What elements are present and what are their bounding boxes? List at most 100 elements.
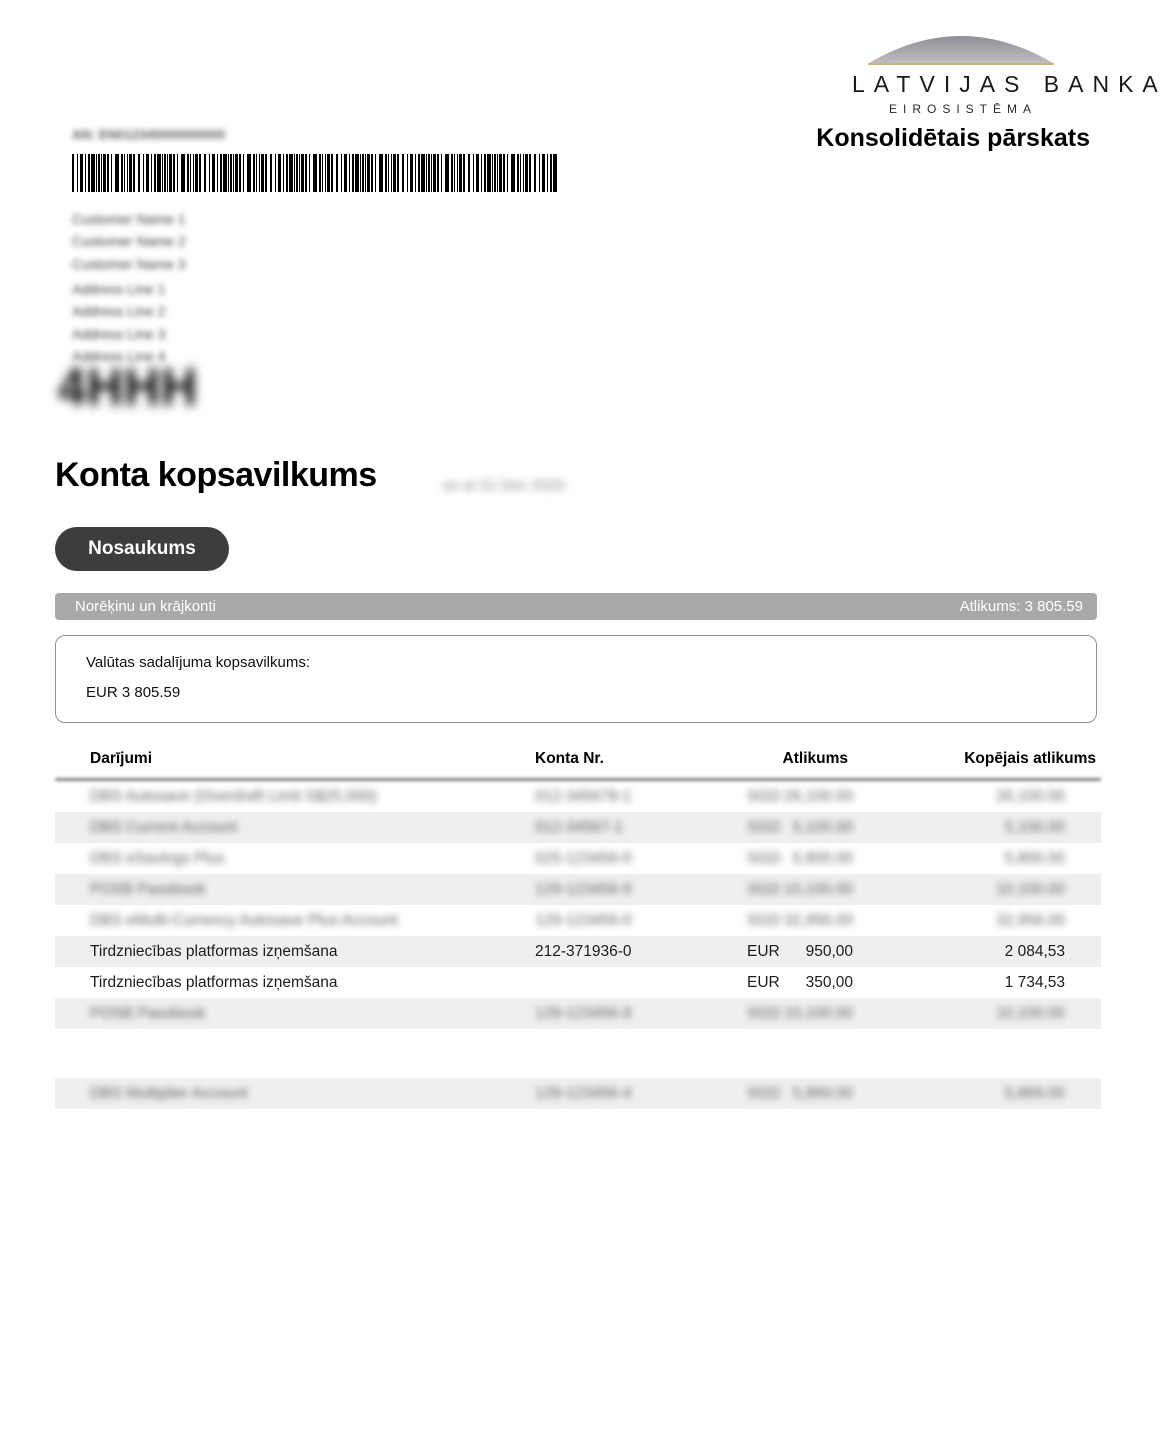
cell-amount: 32,956.00 [784,911,853,929]
address-line: Address Line 3 [72,325,166,342]
bank-subtitle: EIROSISTĒMA [888,102,1037,116]
cell-darijumi: POSB Passbook [90,1004,206,1022]
customer-address-redacted: Address Line 1 Address Line 2 Address Li… [72,278,165,368]
cell-atlikums: EUR 950,00 [730,943,865,961]
table-row: DBS eSavings Plus 025-123456-0 SGD 5,800.00… [55,843,1101,874]
cell-currency: SGD [747,1004,781,1022]
cell-kopejais: 1 734,53 [1004,973,1065,991]
cell-darijumi: POSB Passbook [90,880,206,898]
customer-name-line: Customer Name 2 [72,233,186,250]
col-header-atlikums: Atlikums [782,750,848,767]
cell-darijumi: DBS Current Account [90,818,238,836]
cell-darijumi: DBS eSavings Plus [90,849,225,867]
as-of-date-redacted: as at 31 Dec 2020 [443,477,565,494]
accounts-group-bar: Norēķinu un krājkonti Atlikums: 3 805.59 [55,593,1097,620]
cell-kopejais: 32,956.00 [996,911,1065,929]
table-row: Tirdzniecības platformas izņemšana EUR 350… [55,967,1101,998]
cell-kopejais: 5,100.00 [1004,818,1065,836]
cell-atlikums: SGD 10,100.00 [730,1005,865,1023]
address-line: Address Line 2 [72,303,166,320]
table-row: POSB Passbook 129-123456-9 SGD 10,100.00 10,… [55,874,1101,905]
cell-amount: 950,00 [805,942,853,960]
table-spacer [55,1029,1101,1078]
table-row: DBS Autosave (Overdraft Limit S$25,000) 0… [55,781,1101,812]
cell-kopejais: 26,100.00 [996,787,1065,805]
cell-kopejais: 10,100.00 [996,880,1065,898]
cell-konta-nr: 129-123456-4 [535,1084,632,1102]
cell-atlikums: SGD 5,800.00 [730,850,865,868]
cell-konta-nr: 129-123456-0 [535,911,632,929]
cell-amount: 26,100.00 [784,787,853,805]
accounts-group-balance: Atlikums: 3 805.59 [959,598,1083,615]
cell-konta-nr: 012-345678-1 [535,787,632,805]
cell-currency: SGD [747,849,781,867]
statement-id-redacted: AN: EN012345000000000 [72,127,226,142]
cell-atlikums: SGD 32,956.00 [730,912,865,930]
cell-konta-nr: 025-123456-0 [535,849,632,867]
col-header-darijumi: Darījumi [90,750,153,767]
cell-kopejais: 2 084,53 [1004,942,1065,960]
dome-icon [869,36,1053,63]
col-header-konta-nr: Konta Nr. [535,750,604,767]
cell-konta-nr: 129-123456-9 [535,880,632,898]
cell-currency: SGD [747,818,781,836]
cell-amount: 10,100.00 [784,880,853,898]
page-title: Konta kopsavilkums [55,456,377,494]
section-pill-label: Nosaukums [88,538,196,559]
cell-darijumi: Tirdzniecības platformas izņemšana [90,973,338,991]
cell-atlikums: SGD 5,100.00 [730,819,865,837]
cell-currency: SGD [747,911,781,929]
cell-darijumi: DBS Multiplier Account [90,1084,248,1102]
cell-darijumi: DBS eMulti-Currency Autosave Plus Accoun… [90,911,398,929]
currency-summary-value: EUR 3 805.59 [86,684,181,701]
cell-currency: SGD [747,880,781,898]
barcode [72,154,564,192]
table-row: POSB Passbook 129-123456-9 SGD 10,100.00 10,… [55,998,1101,1029]
cell-amount: 5,800.00 [792,849,853,867]
cell-darijumi: Tirdzniecības platformas izņemšana [90,942,338,960]
cell-atlikums: SGD 26,100.00 [730,788,865,806]
cell-currency: SGD [747,787,781,805]
cell-kopejais: 5,800.00 [1004,849,1065,867]
report-title: Konsolidētais pārskats [816,124,1090,152]
postal-mark-redacted: 4HHH [58,357,199,417]
section-pill: Nosaukums [55,527,229,571]
cell-kopejais: 5,869.00 [1004,1084,1065,1102]
currency-summary-title: Valūtas sadalījuma kopsavilkums: [86,654,310,671]
cell-currency: EUR [747,973,780,991]
gold-divider [868,63,1054,65]
col-header-kopejais-atlikums: Kopējais atlikums [964,750,1096,767]
cell-atlikums: EUR 350,00 [730,974,865,992]
customer-name-redacted: Customer Name 1 Customer Name 2 Customer… [72,208,186,275]
customer-name-line: Customer Name 3 [72,255,186,272]
cell-amount: 10,100.00 [784,1004,853,1022]
table-body: DBS Autosave (Overdraft Limit S$25,000) 0… [55,781,1101,1109]
cell-atlikums: SGD 10,100.00 [730,881,865,899]
cell-kopejais: 10,100.00 [996,1004,1065,1022]
cell-currency: EUR [747,942,780,960]
bank-name: LATVIJAS BANKA [852,71,1161,97]
cell-konta-nr: 212-371936-0 [535,942,632,960]
cell-amount: 5,869.00 [792,1084,853,1102]
table-row: DBS Multiplier Account 129-123456-4 SGD 5,8… [55,1078,1101,1109]
table-row: DBS eMulti-Currency Autosave Plus Accoun… [55,905,1101,936]
currency-summary-box: Valūtas sadalījuma kopsavilkums: EUR 3 8… [55,635,1097,723]
cell-currency: SGD [747,1084,781,1102]
cell-konta-nr: 129-123456-9 [535,1004,632,1022]
accounts-group-label: Norēķinu un krājkonti [75,598,216,615]
table-row: Tirdzniecības platformas izņemšana 212-37… [55,936,1101,967]
cell-amount: 350,00 [805,973,853,991]
address-line: Address Line 1 [72,281,166,297]
cell-darijumi: DBS Autosave (Overdraft Limit S$25,000) [90,787,377,805]
accounts-table: Darījumi Konta Nr. Atlikums Kopējais atl… [55,740,1101,1109]
cell-konta-nr: 012-34567-1 [535,818,623,836]
table-header-rule [55,778,1101,781]
table-header-row: Darījumi Konta Nr. Atlikums Kopējais atl… [55,740,1101,778]
customer-name-line: Customer Name 1 [72,211,186,227]
bank-logo: LATVIJAS BANKA EIROSISTĒMA [846,26,1161,116]
cell-amount: 5,100.00 [792,818,853,836]
table-row: DBS Current Account 012-34567-1 SGD 5,100.0… [55,812,1101,843]
cell-atlikums: SGD 5,869.00 [730,1085,865,1103]
address-line: Address Line 4 [72,348,166,365]
